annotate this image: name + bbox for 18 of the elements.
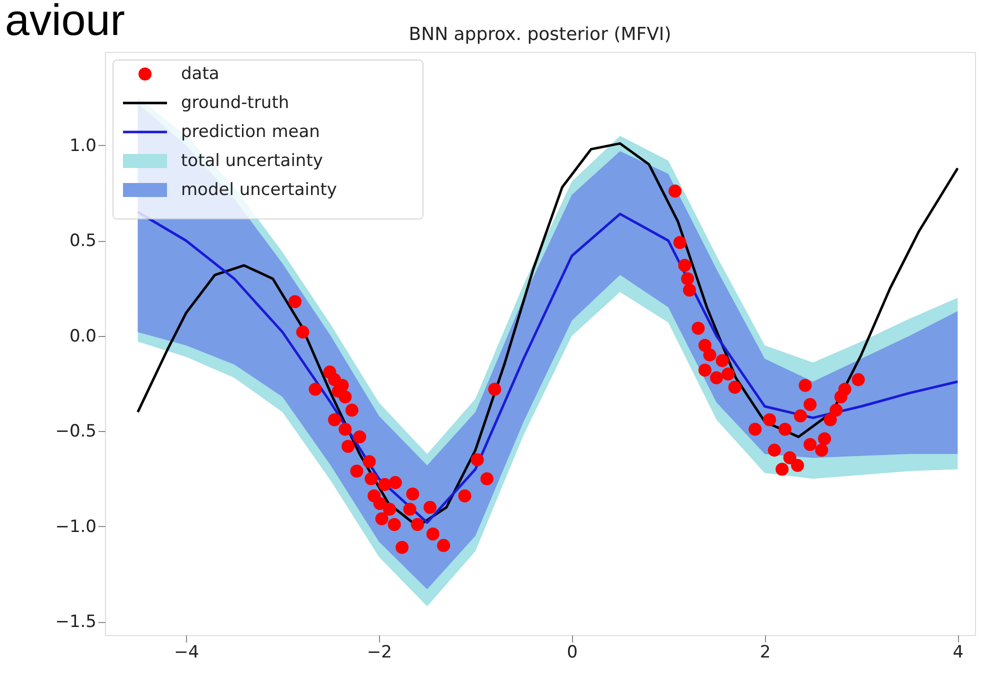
x-tick-label: −4	[174, 642, 200, 662]
y-tick-label: 0.5	[69, 231, 96, 252]
x-tick-label: −2	[366, 642, 392, 662]
chart-title: BNN approx. posterior (MFVI)	[408, 24, 672, 45]
x-tick-label: 4	[952, 642, 964, 662]
text: aviour	[5, 0, 125, 45]
x-tick-label: 0	[566, 642, 578, 662]
y-tick-label: 0.0	[69, 326, 96, 346]
legend-label: data	[181, 64, 220, 84]
y-tick-label: −1.0	[55, 516, 96, 537]
x-tick-label: 2	[760, 642, 771, 662]
y-tick-label: 1.0	[69, 136, 96, 156]
legend-label: ground-truth	[181, 93, 290, 113]
legend-label: prediction mean	[181, 122, 320, 142]
legend-label: model uncertainty	[181, 180, 337, 200]
y-tick-label: −1.5	[55, 612, 96, 632]
y-tick-label: −0.5	[55, 422, 96, 442]
legend-label: total uncertainty	[181, 151, 323, 171]
